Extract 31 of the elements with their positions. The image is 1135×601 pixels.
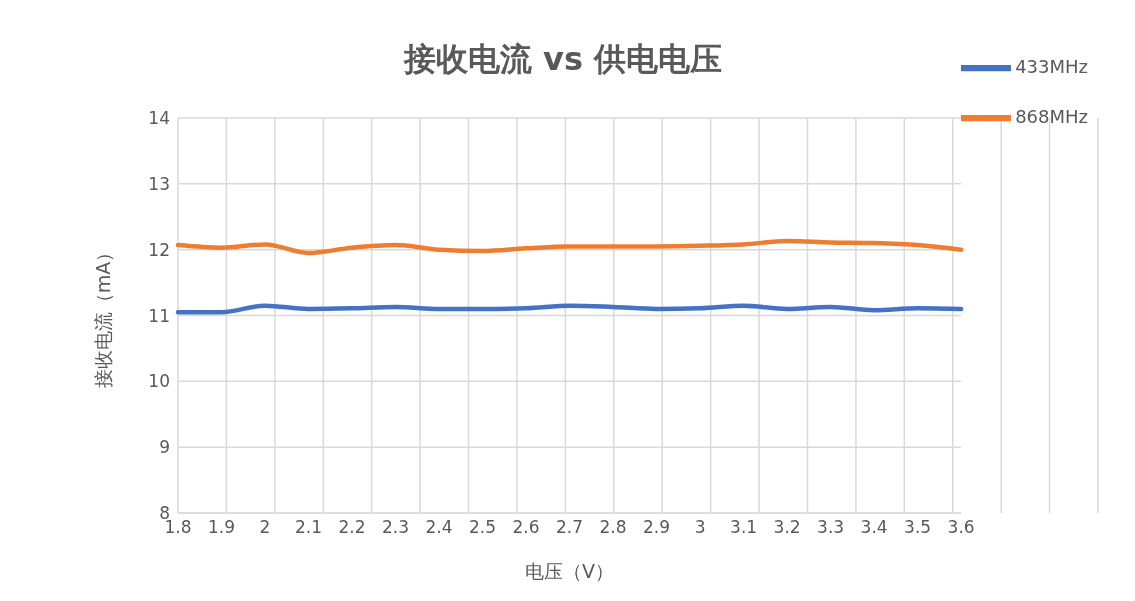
x-tick-label: 2.8 xyxy=(599,517,627,538)
x-tick-label: 3.3 xyxy=(817,517,845,538)
x-tick-label: 3.6 xyxy=(947,517,975,538)
x-tick-label: 2.2 xyxy=(338,517,366,538)
y-axis-title: 接收电流（mA） xyxy=(91,242,114,389)
y-tick-label: 9 xyxy=(159,437,170,458)
x-tick-label: 3.5 xyxy=(904,517,932,538)
legend-label: 433MHz xyxy=(1015,56,1088,77)
y-tick-label: 12 xyxy=(148,239,170,260)
x-tick-label: 2.9 xyxy=(643,517,671,538)
x-tick-label: 2.1 xyxy=(295,517,323,538)
x-tick-label: 3 xyxy=(694,517,706,538)
x-tick-label: 2.3 xyxy=(382,517,410,538)
x-tick-label: 2.7 xyxy=(556,517,584,538)
x-tick-label: 3.1 xyxy=(730,517,758,538)
y-tick-label: 13 xyxy=(148,173,170,194)
x-tick-label: 3.4 xyxy=(860,517,888,538)
y-tick-label: 10 xyxy=(148,371,170,392)
x-tick-label: 2.6 xyxy=(512,517,540,538)
x-tick-label: 3.2 xyxy=(773,517,801,538)
x-tick-label: 2.5 xyxy=(469,517,497,538)
line-series xyxy=(175,238,964,256)
legend-label: 868MHz xyxy=(1015,106,1088,127)
y-tick-label: 11 xyxy=(148,305,170,326)
x-tick-label: 2 xyxy=(259,517,271,538)
x-tick-label: 1.9 xyxy=(207,517,236,538)
x-axis-title: 电压（V） xyxy=(525,560,615,582)
line-series xyxy=(175,303,964,315)
x-tick-label: 2.4 xyxy=(425,517,453,538)
chart-title: 接收电流 vs 供电电压 xyxy=(403,40,723,78)
y-tick-label: 14 xyxy=(148,108,170,129)
